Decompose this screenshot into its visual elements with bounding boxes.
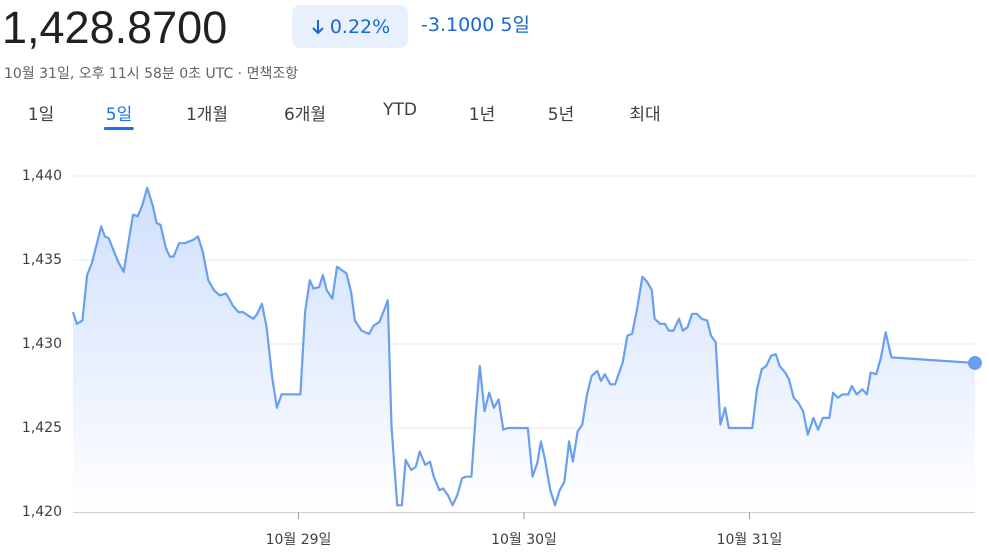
- x-tick-label: 10월 30일: [491, 532, 557, 548]
- y-tick-label: 1,430: [22, 336, 62, 352]
- change-badge: 0.22%: [292, 5, 408, 48]
- area: [73, 187, 975, 513]
- range-tab[interactable]: 6개월: [283, 105, 327, 125]
- y-tick-label: 1,435: [22, 252, 62, 268]
- range-tab[interactable]: 1일: [27, 105, 55, 125]
- end-dot: [968, 355, 982, 370]
- range-tab[interactable]: 1년: [468, 105, 496, 125]
- timestamp: 10월 31일, 오후 11시 58분 0초 UTC · 면책조항: [4, 66, 299, 82]
- change-percent: 0.22%: [329, 15, 391, 38]
- y-tick-label: 1,420: [22, 504, 62, 520]
- range-tab[interactable]: 최대: [629, 105, 661, 125]
- change-abs: -3.1000 5일: [421, 14, 530, 36]
- down-arrow-icon: [312, 19, 324, 34]
- range-tab[interactable]: YTD: [383, 100, 417, 120]
- x-tick-label: 10월 31일: [717, 532, 783, 548]
- x-tick-label: 10월 29일: [266, 532, 332, 548]
- range-tabs: 1일 5일 1개월 6개월 YTD 1년 5년 최대: [0, 100, 700, 136]
- range-tab[interactable]: 5년: [547, 105, 575, 125]
- y-tick-label: 1,440: [22, 168, 62, 184]
- range-tab[interactable]: 5일: [103, 100, 135, 130]
- range-tab[interactable]: 1개월: [185, 105, 229, 125]
- price: 1,428.8700: [2, 2, 228, 53]
- y-tick-label: 1,425: [22, 420, 62, 436]
- price-line: [71, 186, 976, 507]
